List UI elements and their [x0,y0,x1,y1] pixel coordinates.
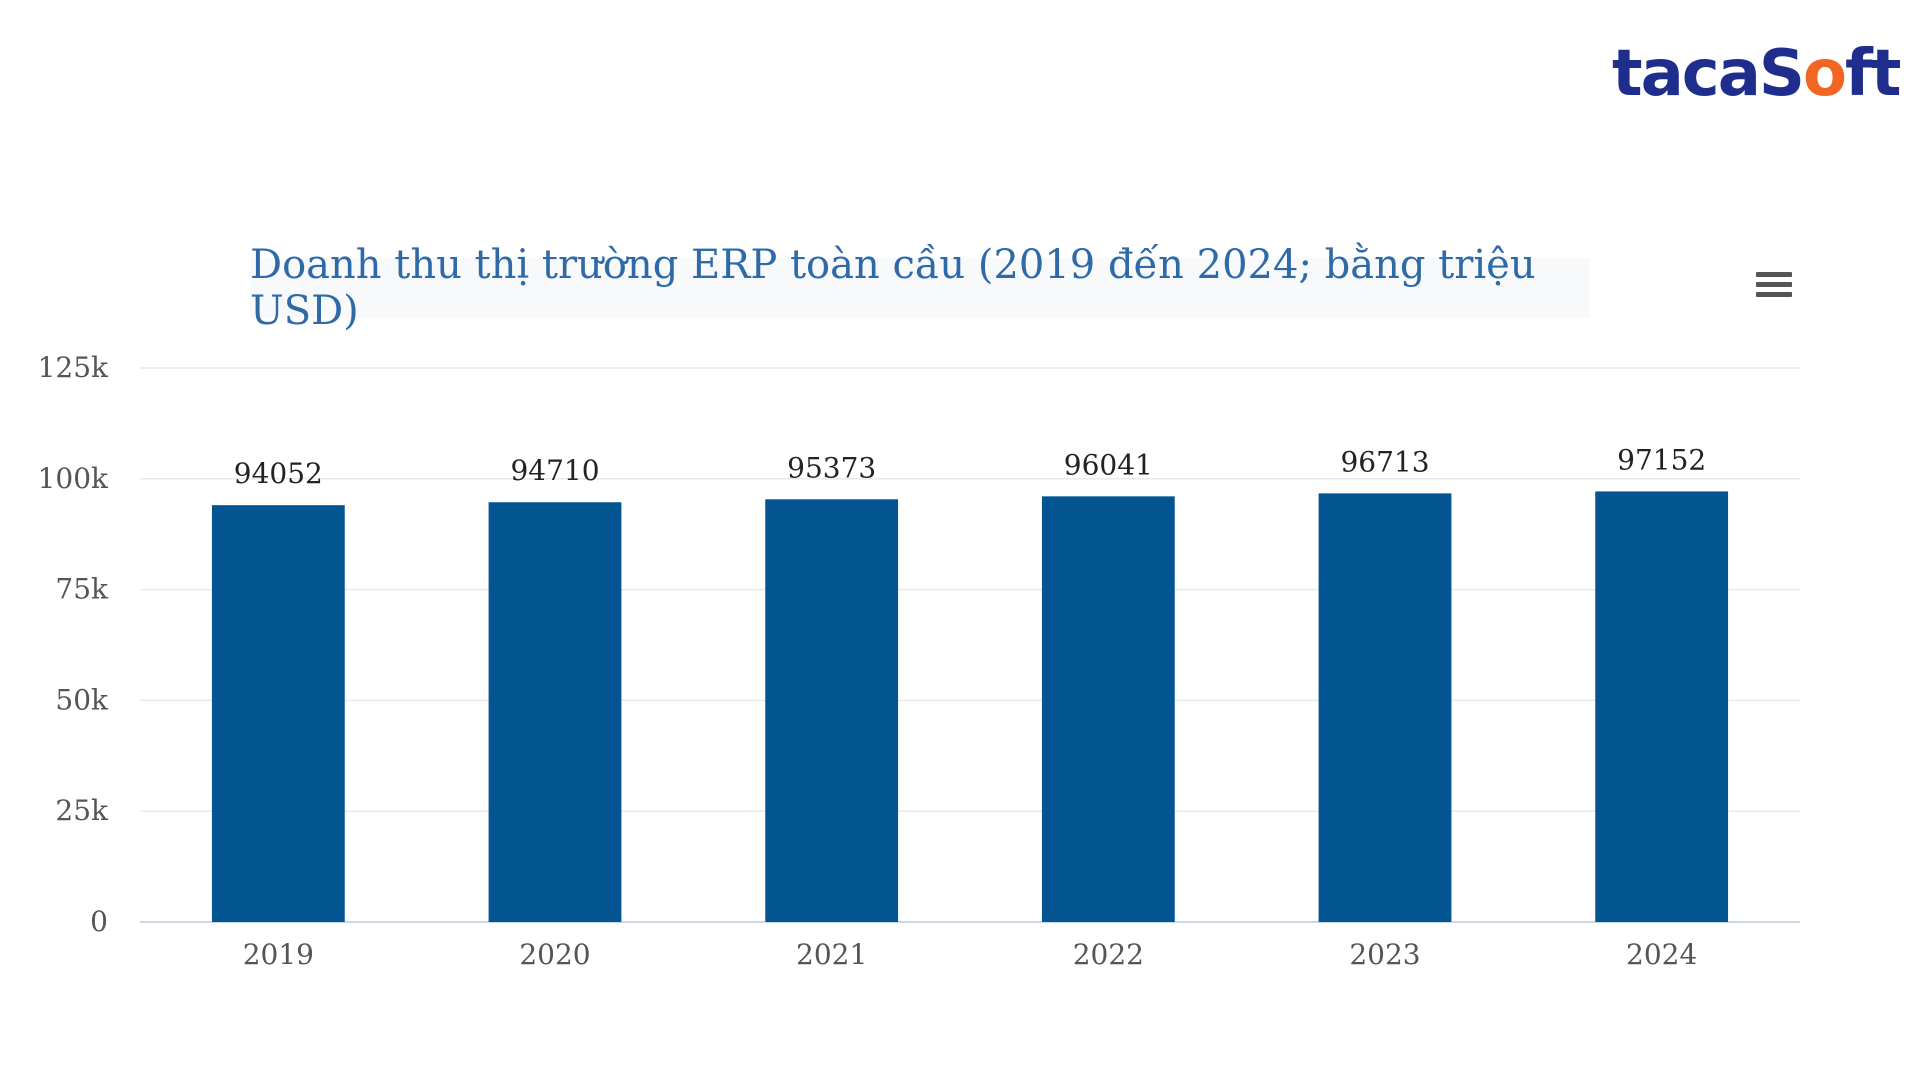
data-label: 96041 [1064,448,1153,481]
x-tick-label: 2021 [796,938,867,971]
data-label: 96713 [1340,445,1429,478]
bar [765,499,899,922]
data-label: 97152 [1617,443,1706,476]
bar [1595,491,1729,922]
data-label: 94052 [234,457,323,490]
data-label: 95373 [787,451,876,484]
tacasoft-logo: tacaSoft [1612,42,1901,106]
hamburger-menu-icon[interactable] [1756,272,1792,302]
y-tick-label: 100k [38,462,109,495]
chart-title-box: Doanh thu thị trường ERP toàn cầu (2019 … [250,242,1590,334]
bar [488,502,622,922]
menu-line [1756,292,1792,297]
menu-line [1756,272,1792,277]
y-tick-label: 75k [55,573,109,606]
bars-layer [211,491,1729,922]
logo-text-accent: o [1803,37,1847,111]
x-tick-label: 2023 [1349,938,1420,971]
x-tick-label: 2024 [1626,938,1697,971]
labels-layer: 0 25k 50k 75k 100k 125k 94052 2019 94710 2020 9537… [38,351,1707,971]
bar [211,505,345,922]
chart-title: Doanh thu thị trường ERP toàn cầu (2019 … [250,242,1536,334]
data-label: 94710 [510,454,599,487]
logo-text-prefix: tacaS [1612,37,1805,111]
x-tick-label: 2019 [243,938,314,971]
y-tick-label: 50k [55,683,109,716]
menu-line [1756,282,1792,287]
x-tick-label: 2022 [1073,938,1144,971]
y-tick-label: 125k [38,351,109,384]
x-tick-label: 2020 [519,938,590,971]
bar [1041,496,1175,922]
logo-text-suffix: ft [1844,37,1901,111]
y-tick-label: 0 [90,905,108,938]
y-tick-label: 25k [55,794,109,827]
grid-layer [140,367,1800,923]
bar [1318,493,1452,922]
